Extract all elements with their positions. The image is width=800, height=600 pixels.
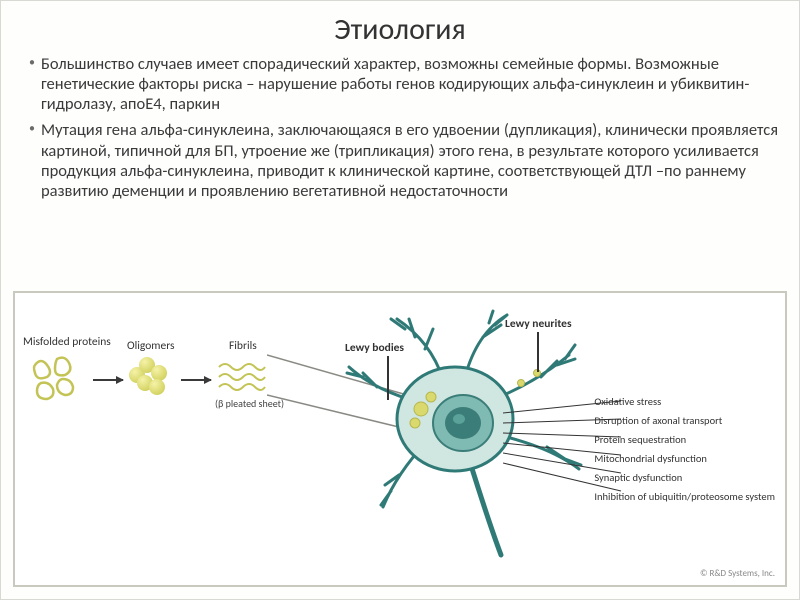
blob-icon: [149, 379, 165, 395]
bullet-item: Большинство случаев имеет спорадический …: [29, 54, 781, 114]
arrow-icon: [93, 379, 123, 381]
lewy-neurites-label: Lewy neurites: [505, 317, 572, 331]
bullet-item: Мутация гена альфа-синуклеина, заключающ…: [29, 120, 781, 201]
arrow-icon: [181, 379, 211, 381]
effect-item: Inhibition of ubiquitin/proteosome syste…: [594, 490, 775, 503]
lewy-bodies-label: Lewy bodies: [345, 341, 404, 355]
fibrils-label: Fibrils: [229, 339, 257, 353]
effect-item: Disruption of axonal transport: [594, 414, 775, 427]
effect-item: Mitochondrial dysfunction: [594, 452, 775, 465]
misfolded-label: Misfolded proteins: [23, 335, 111, 349]
oligomers-icon: [129, 357, 175, 397]
effect-item: Protein sequestration: [594, 433, 775, 446]
effect-item: Oxidative stress: [594, 395, 775, 408]
copyright-text: © R&D Systems, Inc.: [700, 568, 775, 579]
slide-title: Этиология: [1, 1, 799, 54]
fibrils-icon: [217, 359, 267, 395]
leader-line-icon: [387, 356, 389, 400]
bullet-list: Большинство случаев имеет спорадический …: [1, 54, 799, 211]
misfolded-proteins-icon: [29, 353, 89, 403]
diagram-inner: Misfolded proteins Oligomers Fibrils (β …: [15, 293, 785, 585]
diagram-panel: Misfolded proteins Oligomers Fibrils (β …: [13, 291, 787, 587]
effects-list: Oxidative stress Disruption of axonal tr…: [594, 395, 775, 509]
leader-line-icon: [537, 332, 539, 372]
effect-item: Synaptic dysfunction: [594, 471, 775, 484]
oligomers-label: Oligomers: [127, 339, 175, 353]
